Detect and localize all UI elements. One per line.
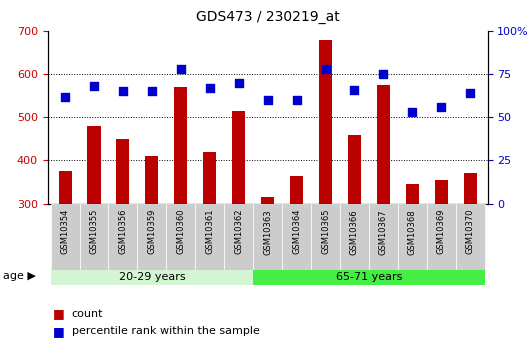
Bar (50, 270, 253, 285)
Point (350, 87, 359, 92)
Bar (319, 40, 332, 204)
Text: count: count (72, 309, 103, 319)
Bar (253, 270, 485, 285)
Point (263, 97, 272, 103)
Bar (253, 204, 282, 271)
Text: GSM10369: GSM10369 (437, 209, 446, 254)
Bar (87, 126, 101, 204)
Text: GDS473 / 230219_at: GDS473 / 230219_at (196, 10, 340, 24)
Bar (290, 176, 303, 204)
Text: GSM10356: GSM10356 (118, 209, 127, 254)
Point (61, 94, 69, 99)
Text: GSM10364: GSM10364 (292, 209, 301, 254)
Point (408, 109, 417, 115)
Bar (80, 204, 109, 271)
Point (90, 83, 98, 89)
Bar (137, 204, 166, 271)
Point (206, 85, 214, 91)
Bar (456, 204, 485, 271)
Bar (406, 184, 419, 204)
Bar (464, 173, 477, 204)
Text: GSM10359: GSM10359 (147, 209, 156, 254)
Bar (261, 197, 274, 204)
Bar (195, 204, 224, 271)
Bar (145, 156, 158, 204)
Point (293, 97, 301, 103)
Text: 65-71 years: 65-71 years (336, 273, 402, 282)
Point (321, 66, 330, 72)
Text: GSM10360: GSM10360 (176, 209, 186, 254)
Bar (311, 204, 340, 271)
Bar (174, 87, 187, 204)
Bar (204, 152, 216, 204)
Text: GSM10362: GSM10362 (234, 209, 243, 254)
Bar (377, 85, 390, 204)
Bar (348, 135, 361, 204)
Bar (232, 111, 245, 204)
Bar (50, 204, 80, 271)
Text: ■: ■ (53, 307, 65, 321)
Text: 20-29 years: 20-29 years (119, 273, 185, 282)
Point (176, 66, 185, 72)
Text: percentile rank within the sample: percentile rank within the sample (72, 326, 259, 336)
Text: GSM10365: GSM10365 (321, 209, 330, 254)
Bar (224, 204, 253, 271)
Bar (340, 204, 369, 271)
Point (437, 104, 446, 110)
Text: GSM10361: GSM10361 (205, 209, 214, 254)
Bar (117, 139, 129, 204)
Bar (398, 204, 427, 271)
Text: age ▶: age ▶ (3, 271, 36, 280)
Bar (166, 204, 195, 271)
Point (119, 89, 127, 94)
Bar (369, 204, 398, 271)
Text: GSM10366: GSM10366 (350, 209, 359, 255)
Text: ■: ■ (53, 325, 65, 338)
Text: GSM10355: GSM10355 (90, 209, 99, 254)
Bar (282, 204, 311, 271)
Bar (109, 204, 137, 271)
Point (234, 80, 243, 86)
Point (466, 90, 474, 96)
Bar (58, 171, 72, 204)
Text: GSM10363: GSM10363 (263, 209, 272, 255)
Point (379, 71, 387, 77)
Text: GSM10354: GSM10354 (60, 209, 69, 254)
Point (148, 89, 156, 94)
Bar (435, 180, 448, 204)
Bar (427, 204, 456, 271)
Text: GSM10370: GSM10370 (466, 209, 475, 254)
Text: GSM10367: GSM10367 (379, 209, 388, 255)
Text: GSM10368: GSM10368 (408, 209, 417, 255)
